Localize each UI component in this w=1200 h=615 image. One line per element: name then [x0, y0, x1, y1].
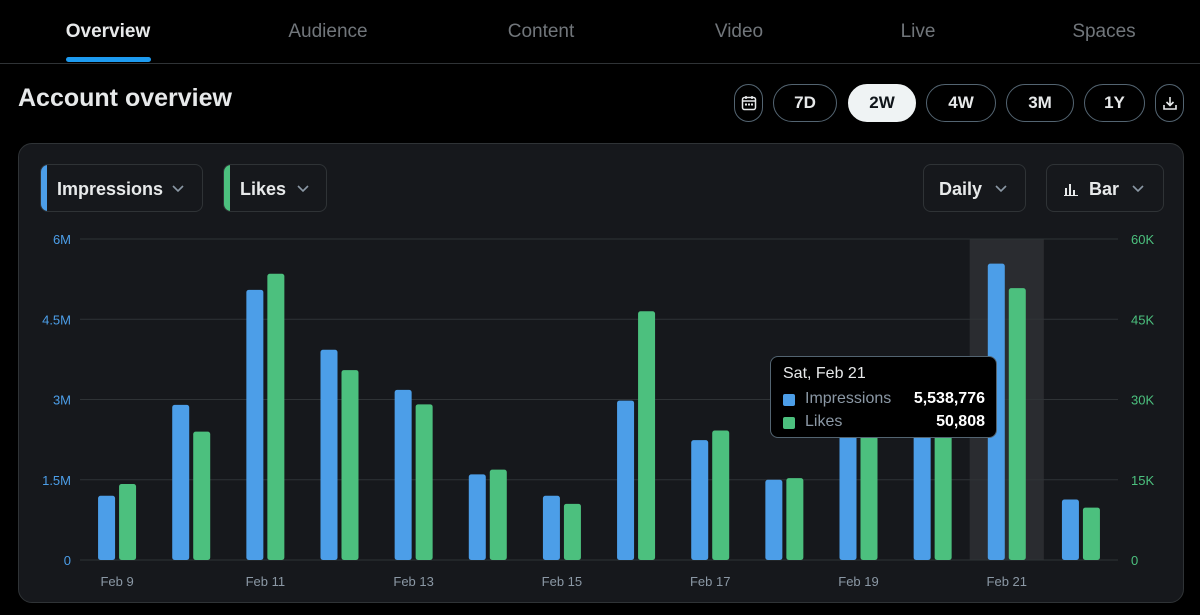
active-tab-indicator	[66, 57, 151, 62]
chevron-down-icon	[1132, 185, 1144, 193]
tooltip-label: Impressions	[805, 390, 892, 407]
chevron-down-icon	[172, 185, 184, 193]
top-tabs: Overview Audience Content Video Live Spa…	[0, 0, 1200, 64]
calendar-button[interactable]	[734, 84, 763, 122]
tooltip-row-likes: Likes 50,808	[783, 413, 985, 435]
chevron-down-icon	[995, 185, 1007, 193]
tooltip-date: Sat, Feb 21	[783, 365, 866, 382]
tooltip-row-impressions: Impressions 5,538,776	[783, 390, 985, 412]
impressions-swatch	[783, 394, 795, 406]
tooltip-value: 5,538,776	[913, 390, 985, 407]
range-4w-button[interactable]: 4W	[926, 84, 996, 122]
tab-audience[interactable]: Audience	[288, 20, 368, 42]
metric1-dropdown[interactable]: Impressions	[40, 164, 203, 212]
range-3m-button[interactable]: 3M	[1006, 84, 1074, 122]
chart-tooltip: Sat, Feb 21 Impressions 5,538,776 Likes …	[770, 356, 997, 438]
tab-overview[interactable]: Overview	[65, 20, 151, 42]
tooltip-value: 50,808	[936, 413, 985, 430]
likes-swatch	[224, 165, 230, 211]
metric2-dropdown[interactable]: Likes	[223, 164, 327, 212]
calendar-icon	[741, 96, 756, 111]
chevron-down-icon	[297, 185, 309, 193]
chart-panel: Impressions Likes Daily Bar	[18, 143, 1184, 603]
chart-type-label: Bar	[1089, 179, 1120, 199]
tab-live[interactable]: Live	[900, 20, 936, 42]
impressions-swatch	[41, 165, 47, 211]
interval-dropdown[interactable]: Daily	[923, 164, 1026, 212]
download-icon	[1162, 97, 1177, 110]
tab-video[interactable]: Video	[714, 20, 764, 42]
tooltip-label: Likes	[805, 413, 843, 430]
metric2-label: Likes	[240, 179, 287, 199]
interval-label: Daily	[939, 179, 983, 199]
likes-swatch	[783, 417, 795, 429]
page-title: Account overview	[18, 84, 232, 112]
tab-spaces[interactable]: Spaces	[1072, 20, 1136, 42]
download-button[interactable]	[1155, 84, 1184, 122]
chart-type-dropdown[interactable]: Bar	[1046, 164, 1164, 212]
range-1y-button[interactable]: 1Y	[1084, 84, 1145, 122]
bar-chart-icon	[1064, 184, 1078, 196]
metric1-label: Impressions	[57, 179, 164, 199]
range-2w-button[interactable]: 2W	[848, 84, 916, 122]
tab-content[interactable]: Content	[507, 20, 575, 42]
range-7d-button[interactable]: 7D	[773, 84, 837, 122]
